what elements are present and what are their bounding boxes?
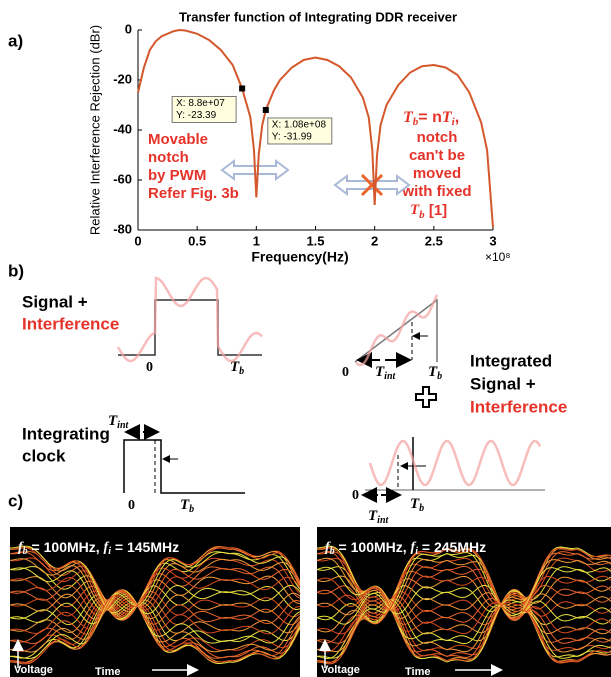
label: Tb [410,496,424,514]
x-tick-label: 0.5 [188,233,206,248]
annotation: with fixed [401,183,471,200]
label: Tb [428,364,442,382]
label: 0 [352,488,359,503]
label: Integrated [470,351,552,370]
x-tick-label: 1 [253,233,260,248]
annotation: Tb= nTi, [403,109,459,128]
eye-title: fb = 100MHz, fi = 145MHz [18,539,179,558]
x-axis-label: Frequency(Hz) [251,249,348,265]
x-scale-label: ×10⁸ [485,250,510,264]
y-tick-label: -20 [113,71,132,86]
label: 0 [146,360,153,375]
x-tick-label: 3 [489,233,496,248]
x-tick-label: 1.5 [306,233,324,248]
label: Tb [180,497,194,515]
label: Signal + [470,374,536,393]
datatip-text: Y: -31.99 [272,132,312,143]
axis-label: Time [405,666,430,677]
eye-title: fb = 100MHz, fi = 245MHz [325,539,486,558]
panel-label: b) [8,261,24,280]
annotation: Refer Fig. 3b [148,185,239,202]
pulse [118,300,262,355]
label: Interference [22,314,119,333]
chart-title: Transfer function of Integrating DDR rec… [179,9,457,24]
y-tick-label: -40 [113,121,132,136]
annotation: moved [413,165,461,182]
y-tick-label: 0 [125,21,132,36]
panel-label: a) [8,31,23,50]
label: Tint [108,413,130,431]
axis-label: Voltage [14,664,53,676]
x-tick-label: 0 [134,233,141,248]
datatip-text: Y: -23.39 [176,110,216,121]
y-axis-label: Relative Interference Rejection (dBr) [87,25,102,235]
datatip-text: X: 8.8e+07 [176,98,225,109]
clock [124,440,245,493]
y-tick-label: -80 [113,221,132,236]
figure: a) b) c) Transfer function of Integratin… [0,0,611,677]
label: Interference [470,397,567,416]
annotation: Movable [148,131,208,148]
x-tick-label: 2 [371,233,378,248]
x-tick-label: 2.5 [425,233,443,248]
panel-label: c) [8,491,23,510]
label: Integrating [22,424,110,443]
axis-label: Voltage [321,664,360,676]
datatip-text: X: 1.08e+08 [272,120,327,131]
label: Signal + [22,292,88,311]
page: {"panel_labels": ["a)", "b)", "c)"], "ch… [0,0,611,677]
annotation: Tb [1] [410,202,447,221]
label: Tint [368,508,390,526]
waveform [118,278,262,361]
axis-label: Time [95,666,120,677]
annotation: by PWM [148,167,206,184]
label: clock [22,446,66,465]
ramp [355,300,437,362]
annotation: can't be [409,147,465,164]
plus [416,387,436,407]
label: Tint [375,364,397,382]
annotation: notch [148,149,189,166]
datatip-marker [263,107,269,113]
label: 0 [128,498,135,513]
y-tick-label: -60 [113,171,132,186]
waveform [370,441,540,485]
label: 0 [342,365,349,380]
annotation: notch [417,129,458,146]
datatip-marker [239,85,245,91]
